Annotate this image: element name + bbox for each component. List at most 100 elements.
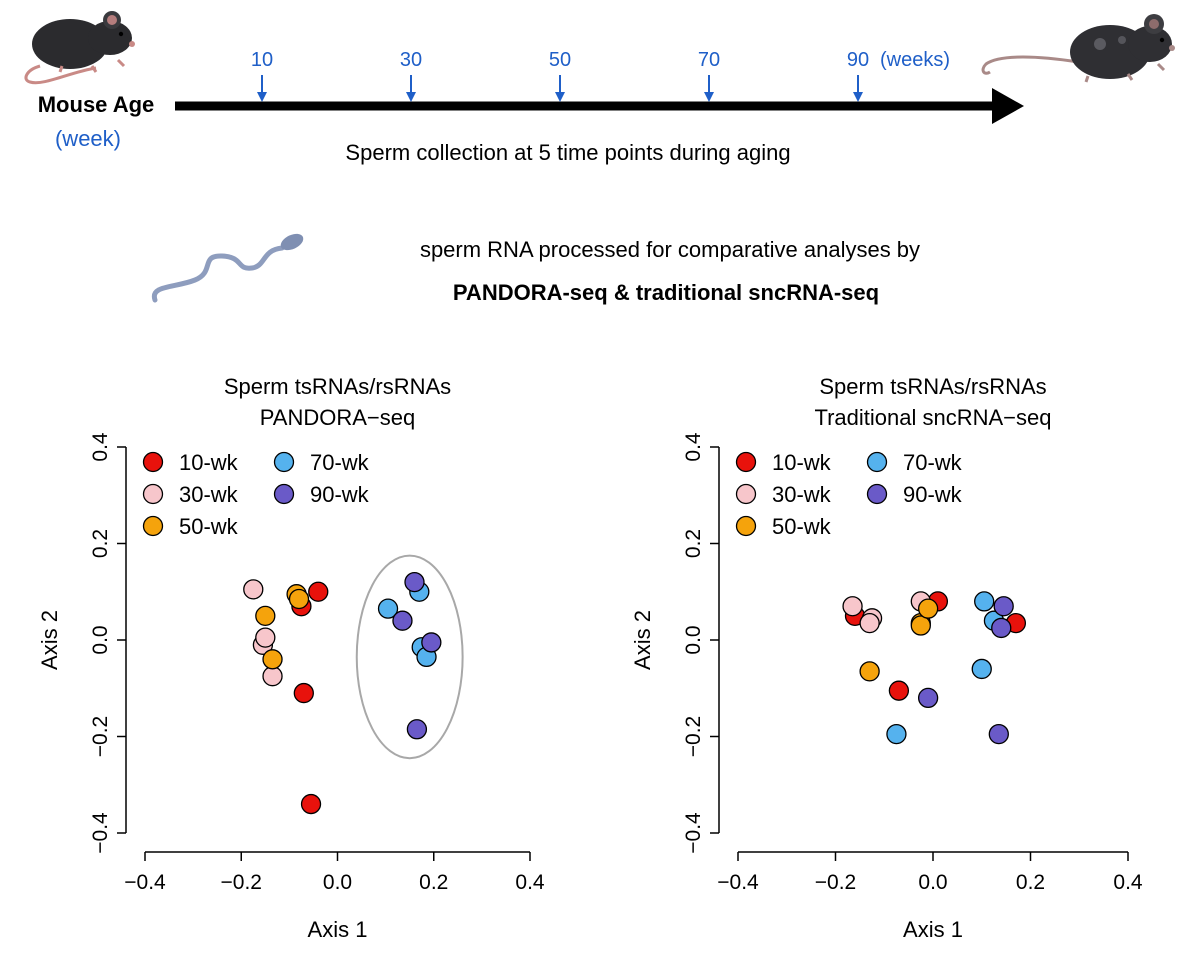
timeline-tick-label: 10 xyxy=(251,49,273,71)
young-mouse-icon xyxy=(24,11,135,85)
data-point xyxy=(917,687,939,709)
x-tick-label: −0.2 xyxy=(221,871,262,894)
y-axis-label: Axis 2 xyxy=(630,610,655,670)
data-point xyxy=(406,719,428,740)
legend-label: 30-wk xyxy=(179,482,239,507)
timeline-tick-label: 90 xyxy=(847,49,869,71)
chart-title-line-1: Sperm tsRNAs/rsRNAs xyxy=(819,374,1046,399)
processing-line-2: PANDORA-seq & traditional sncRNA-seq xyxy=(453,280,879,305)
data-point xyxy=(262,666,283,687)
timeline-tick-90: 90 xyxy=(847,49,869,102)
legend-label: 10-wk xyxy=(179,450,239,475)
y-tick-label: 0.2 xyxy=(682,529,705,558)
chart-title-line-1: Sperm tsRNAs/rsRNAs xyxy=(224,374,451,399)
data-point xyxy=(300,793,322,815)
data-point xyxy=(910,615,931,636)
x-tick-label: −0.2 xyxy=(815,871,856,894)
legend-label: 70-wk xyxy=(903,450,963,475)
chart-title-line-2: PANDORA−seq xyxy=(260,405,415,430)
sperm-icon xyxy=(151,233,304,303)
x-tick-label: 0.4 xyxy=(1113,871,1143,894)
legend-marker xyxy=(866,483,888,505)
y-tick-label: −0.4 xyxy=(682,812,705,854)
legend-label: 10-wk xyxy=(772,450,832,475)
data-point xyxy=(288,588,310,610)
data-point xyxy=(859,661,880,682)
x-tick-label: 0.2 xyxy=(419,871,448,894)
data-point xyxy=(991,617,1012,639)
data-point xyxy=(308,581,329,602)
timeline-tick-10: 10 xyxy=(251,49,273,102)
y-tick-label: 0.4 xyxy=(89,432,112,462)
traditional-seq-scatter: Sperm tsRNAs/rsRNAs Traditional sncRNA−se… xyxy=(630,374,1143,942)
legend-marker xyxy=(273,483,295,505)
data-point xyxy=(404,571,425,593)
data-point xyxy=(842,596,863,617)
legend-marker xyxy=(273,451,295,473)
age-timeline: Mouse Age (week) 10 30 50 70 90 xyxy=(38,49,1024,165)
mouse-age-unit: (week) xyxy=(55,126,121,151)
pandora-seq-scatter: Sperm tsRNAs/rsRNAs PANDORA−seq −0.4 −0.2 0.… xyxy=(37,374,545,942)
y-tick-label: 0.0 xyxy=(682,625,705,654)
data-point xyxy=(886,723,907,745)
data-point xyxy=(888,680,910,701)
data-point xyxy=(255,627,276,648)
x-axis-label: Axis 1 xyxy=(903,917,963,942)
timeline-caption: Sperm collection at 5 time points during… xyxy=(345,140,790,165)
legend-marker xyxy=(866,451,888,473)
data-point xyxy=(988,723,1009,745)
data-point xyxy=(859,612,880,634)
y-tick-label: 0.0 xyxy=(89,625,112,654)
processing-line-1: sperm RNA processed for comparative anal… xyxy=(420,237,920,262)
legend-marker xyxy=(142,483,164,505)
timeline-tick-label: 50 xyxy=(549,49,571,71)
x-tick-label: 0.0 xyxy=(918,871,947,894)
x-tick-label: 0.0 xyxy=(323,871,352,894)
data-point xyxy=(421,632,442,653)
data-point xyxy=(993,596,1014,617)
x-axis-label: Axis 1 xyxy=(308,917,368,942)
data-point xyxy=(243,579,264,600)
y-tick-label: −0.4 xyxy=(89,812,112,854)
cluster-highlight-ellipse xyxy=(355,554,464,760)
data-point xyxy=(255,605,276,627)
legend-label: 50-wk xyxy=(179,514,239,539)
legend-label: 70-wk xyxy=(310,450,370,475)
data-point xyxy=(262,649,283,670)
mouse-age-label: Mouse Age xyxy=(38,92,155,117)
legend-label: 90-wk xyxy=(310,482,370,507)
timeline-arrow-head xyxy=(992,88,1024,124)
legend-marker xyxy=(735,515,757,537)
y-tick-label: −0.2 xyxy=(682,716,705,757)
y-tick-label: 0.4 xyxy=(682,432,705,462)
x-tick-label: −0.4 xyxy=(124,871,166,894)
timeline-tick-70: 70 xyxy=(698,49,720,102)
x-tick-label: 0.2 xyxy=(1016,871,1045,894)
data-point xyxy=(974,591,995,612)
timeline-tick-unit: (weeks) xyxy=(880,49,950,71)
timeline-tick-30: 30 xyxy=(400,49,422,102)
data-point xyxy=(377,598,399,619)
old-mouse-icon xyxy=(981,14,1175,83)
data-point xyxy=(293,682,314,704)
legend-marker xyxy=(735,451,757,473)
x-tick-label: 0.4 xyxy=(515,871,545,894)
timeline-tick-label: 70 xyxy=(698,49,720,71)
y-tick-label: 0.2 xyxy=(89,529,112,558)
x-tick-label: −0.4 xyxy=(717,871,759,894)
y-tick-label: −0.2 xyxy=(89,716,112,757)
chart-title-line-2: Traditional sncRNA−seq xyxy=(814,405,1051,430)
data-point xyxy=(971,658,992,680)
legend-marker xyxy=(142,451,164,473)
data-point xyxy=(392,610,413,631)
legend-label: 50-wk xyxy=(772,514,832,539)
timeline-tick-50: 50 xyxy=(549,49,571,102)
y-axis-label: Axis 2 xyxy=(37,610,62,670)
data-point xyxy=(917,598,939,619)
legend-marker xyxy=(142,515,164,537)
timeline-tick-label: 30 xyxy=(400,49,422,71)
legend-label: 30-wk xyxy=(772,482,832,507)
legend-marker xyxy=(735,483,757,505)
legend-label: 90-wk xyxy=(903,482,963,507)
